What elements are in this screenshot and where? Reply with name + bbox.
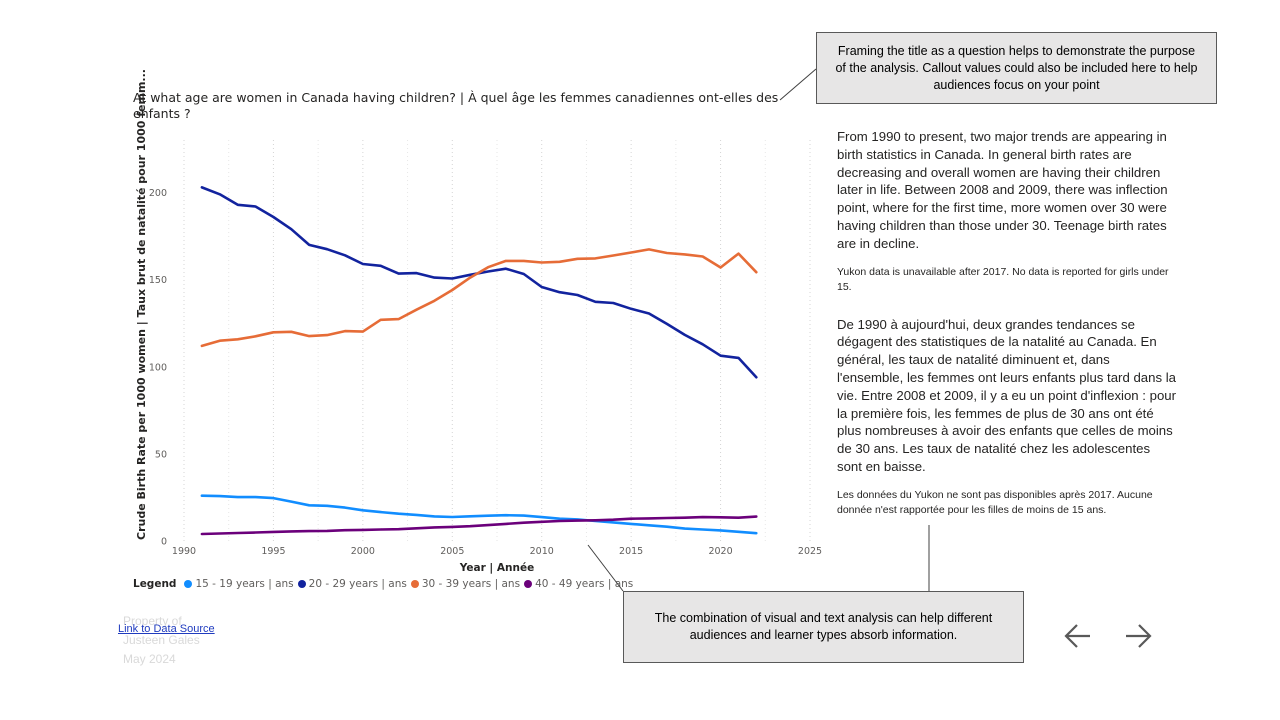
analysis-en-paragraph: From 1990 to present, two major trends a… bbox=[837, 129, 1168, 251]
y-tick-label: 50 bbox=[155, 449, 167, 460]
line-chart: 0 50 100 150 200 1990 1995 2000 2005 2010 2015 202… bbox=[135, 69, 822, 574]
legend-item-15-19[interactable]: 15 - 19 years | ans bbox=[184, 578, 294, 590]
y-tick-label: 150 bbox=[149, 275, 167, 286]
arrow-left-icon bbox=[1064, 624, 1090, 648]
analysis-en-note: Yukon data is unavailable after 2017. No… bbox=[837, 265, 1169, 294]
chart-legend: Legend 15 - 19 years | ans 20 - 29 years… bbox=[133, 578, 637, 590]
x-tick-label: 1990 bbox=[172, 546, 196, 557]
next-page-button[interactable] bbox=[1122, 620, 1154, 652]
x-tick-label: 2020 bbox=[708, 546, 732, 557]
legend-item-40-49[interactable]: 40 - 49 years | ans bbox=[524, 578, 633, 590]
series-lines bbox=[200, 186, 758, 536]
data-source-link[interactable]: Link to Data Source bbox=[118, 623, 215, 635]
legend-item-30-39[interactable]: 30 - 39 years | ans bbox=[410, 578, 521, 590]
x-axis-ticks: 1990 1995 2000 2005 2010 2015 2020 2025 bbox=[172, 546, 822, 557]
legend-title: Legend bbox=[133, 578, 177, 590]
series-line[interactable] bbox=[200, 186, 758, 379]
y-tick-label: 200 bbox=[149, 188, 167, 199]
legend-label: 20 - 29 years | ans bbox=[308, 578, 407, 590]
analysis-fr-paragraph: De 1990 à aujourd'hui, deux grandes tend… bbox=[837, 316, 1177, 474]
watermark: Property of Justeen Gales May 2024 bbox=[123, 612, 200, 669]
legend-label: 15 - 19 years | ans bbox=[195, 578, 294, 590]
gridlines bbox=[183, 140, 811, 541]
y-axis-label: Crude Birth Rate per 1000 women | Taux b… bbox=[135, 69, 148, 540]
y-axis-ticks: 0 50 100 150 200 bbox=[149, 188, 167, 547]
y-tick-label: 100 bbox=[149, 362, 167, 373]
series-line[interactable] bbox=[200, 515, 758, 536]
x-tick-label: 1995 bbox=[261, 546, 285, 557]
x-tick-label: 2005 bbox=[440, 546, 464, 557]
arrow-right-icon bbox=[1126, 624, 1152, 648]
y-tick-label: 0 bbox=[161, 537, 167, 548]
analysis-text-panel: From 1990 to present, two major trends a… bbox=[837, 128, 1177, 539]
watermark-line: Justeen Gales bbox=[123, 633, 200, 647]
x-axis-label: Year | Année bbox=[459, 562, 535, 574]
legend-dot-icon bbox=[410, 580, 419, 588]
analysis-callout-box: The combination of visual and text analy… bbox=[623, 591, 1024, 663]
watermark-line: May 2024 bbox=[123, 652, 176, 666]
legend-label: 30 - 39 years | ans bbox=[421, 578, 521, 590]
series-line[interactable] bbox=[200, 248, 758, 348]
previous-page-button[interactable] bbox=[1062, 620, 1094, 652]
chart-title: At what age are women in Canada having c… bbox=[133, 90, 779, 121]
analysis-fr-note: Les données du Yukon ne sont pas disponi… bbox=[837, 488, 1153, 517]
title-callout-box: Framing the title as a question helps to… bbox=[816, 32, 1217, 104]
legend-item-20-29[interactable]: 20 - 29 years | ans bbox=[297, 578, 407, 590]
x-tick-label: 2025 bbox=[798, 546, 822, 557]
legend-dot-icon bbox=[297, 580, 306, 588]
legend-label: 40 - 49 years | ans bbox=[535, 578, 634, 590]
legend-dot-icon bbox=[184, 580, 193, 588]
x-tick-label: 2000 bbox=[351, 546, 375, 557]
series-line[interactable] bbox=[200, 494, 758, 535]
watermark-line: Property of bbox=[123, 614, 182, 628]
legend-dot-icon bbox=[524, 580, 533, 588]
x-tick-label: 2015 bbox=[619, 546, 643, 557]
x-tick-label: 2010 bbox=[530, 546, 554, 557]
